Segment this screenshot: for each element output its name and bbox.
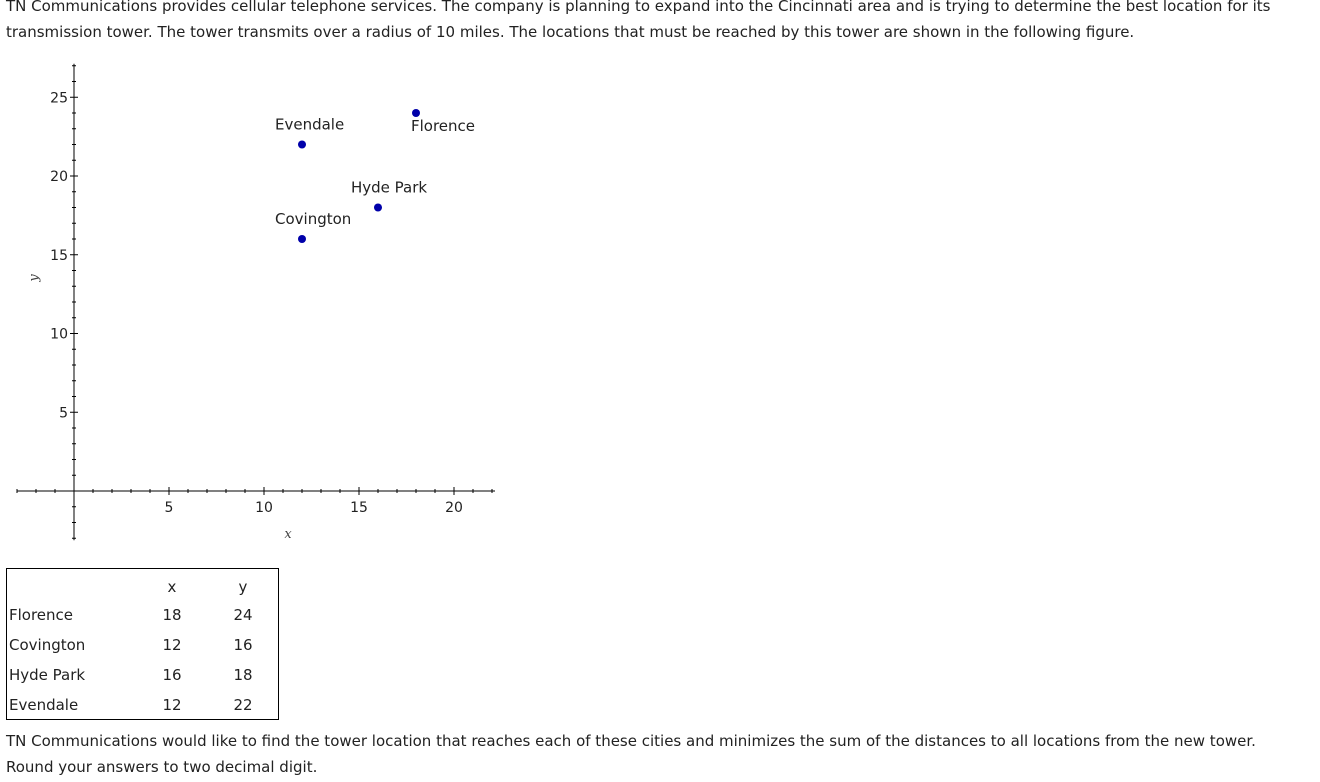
y-axis-title: y bbox=[27, 274, 42, 283]
data-point bbox=[412, 109, 420, 117]
table-cell-name: Covington bbox=[9, 636, 86, 654]
y-tick-label: 25 bbox=[50, 90, 68, 106]
ticks bbox=[16, 65, 493, 539]
table-cell-x: 16 bbox=[162, 666, 182, 684]
table-cell-y: 22 bbox=[233, 696, 253, 714]
table-cell-x: 18 bbox=[162, 606, 182, 624]
x-tick-label: 15 bbox=[350, 500, 368, 516]
y-tick-label: 15 bbox=[50, 248, 68, 264]
table-cell-x: 12 bbox=[162, 696, 182, 714]
table-cell-name: Hyde Park bbox=[9, 666, 86, 684]
point-label: Hyde Park bbox=[351, 179, 427, 197]
y-tick-label: 5 bbox=[59, 405, 68, 421]
point-label: Covington bbox=[275, 210, 351, 228]
x-tick-label: 20 bbox=[445, 500, 463, 516]
table-header-y: y bbox=[238, 578, 248, 596]
data-point bbox=[298, 140, 306, 149]
y-tick-label: 20 bbox=[50, 169, 68, 185]
axes bbox=[17, 63, 495, 541]
table-row: Florence 18 24 bbox=[7, 600, 278, 630]
outro-paragraph: TN Communications would like to find the… bbox=[6, 732, 1256, 776]
x-tick-label: 10 bbox=[255, 500, 273, 516]
tick-labels: 5 10 15 20 5 10 15 20 25 bbox=[50, 90, 463, 516]
point-label: Evendale bbox=[275, 116, 344, 134]
table-header-row: x y bbox=[7, 572, 278, 602]
table-cell-x: 12 bbox=[162, 636, 182, 654]
data-points bbox=[298, 109, 420, 243]
table-cell-name: Florence bbox=[9, 606, 74, 624]
y-tick-label: 10 bbox=[50, 327, 68, 343]
x-tick-label: 5 bbox=[165, 500, 174, 516]
data-point bbox=[374, 203, 382, 212]
intro-paragraph: TN Communications provides cellular tele… bbox=[6, 0, 1271, 41]
table-row: Covington 12 16 bbox=[7, 630, 278, 660]
data-point bbox=[298, 235, 306, 243]
table-header-x: x bbox=[167, 578, 177, 596]
table-cell-y: 16 bbox=[233, 636, 253, 654]
table-cell-y: 24 bbox=[233, 606, 253, 624]
table-cell-name: Evendale bbox=[9, 696, 79, 714]
table-row: Hyde Park 16 18 bbox=[7, 660, 278, 690]
scatter-chart: 5 10 15 20 5 10 15 20 25 Evendale Florence Hyde Pa… bbox=[16, 63, 495, 542]
x-axis-title: x bbox=[284, 527, 292, 542]
coordinates-table: x y Florence 18 24 Covington 12 16 Hyde … bbox=[6, 568, 279, 720]
table-cell-y: 18 bbox=[233, 666, 253, 684]
point-label: Florence bbox=[411, 117, 475, 135]
table-row: Evendale 12 22 bbox=[7, 690, 278, 720]
